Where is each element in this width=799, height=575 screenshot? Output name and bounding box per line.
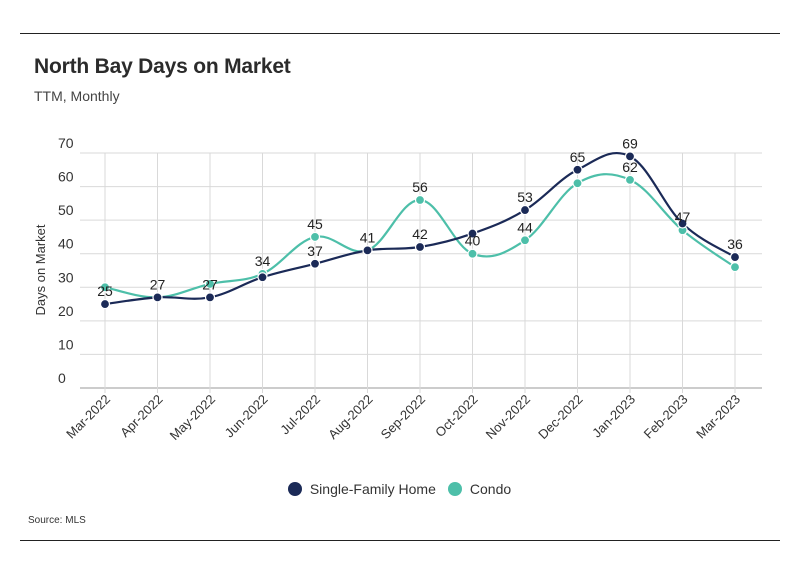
y-tick-label: 70 bbox=[58, 135, 74, 151]
data-label: 47 bbox=[675, 209, 691, 225]
y-tick-label: 40 bbox=[58, 236, 74, 252]
data-point-single-family bbox=[309, 258, 321, 269]
data-label: 25 bbox=[97, 283, 113, 299]
y-tick-label: 10 bbox=[58, 336, 74, 352]
data-label: 65 bbox=[570, 149, 586, 165]
x-tick-label: Aug-2022 bbox=[325, 392, 375, 442]
x-tick-label: Sep-2022 bbox=[378, 392, 428, 442]
bottom-rule bbox=[20, 540, 780, 541]
legend-label-condo: Condo bbox=[469, 481, 512, 497]
data-point-single-family bbox=[572, 164, 583, 175]
y-tick-label: 30 bbox=[58, 269, 74, 285]
data-label: 27 bbox=[202, 276, 218, 292]
data-label: 44 bbox=[517, 219, 533, 235]
source-note: Source: MLS bbox=[28, 515, 86, 526]
data-label: 42 bbox=[412, 226, 428, 242]
data-point-condo bbox=[729, 262, 741, 273]
data-point-condo bbox=[467, 248, 478, 259]
y-tick-label: 0 bbox=[58, 370, 66, 386]
data-point-single-family bbox=[204, 292, 216, 303]
data-point-condo bbox=[414, 194, 426, 206]
legend-label-single-family: Single-Family Home bbox=[309, 481, 436, 497]
data-labels: 25 27 27 37 42 53 65 69 36 34 45 41 56 40 44 62 47 bbox=[97, 135, 743, 299]
y-tick-label: 50 bbox=[58, 202, 74, 218]
data-label: 62 bbox=[622, 159, 638, 175]
x-tick-label: May-2022 bbox=[167, 392, 218, 443]
data-label: 56 bbox=[412, 179, 428, 195]
x-tick-label: Jun-2022 bbox=[222, 392, 271, 441]
x-tick-label: Jan-2023 bbox=[589, 392, 638, 441]
chart-title: North Bay Days on Market bbox=[34, 55, 291, 78]
x-tick-label: Apr-2022 bbox=[117, 392, 165, 440]
data-point-single-family bbox=[99, 298, 111, 310]
data-label: 40 bbox=[465, 233, 481, 249]
x-tick-label: Oct-2022 bbox=[432, 392, 480, 440]
data-point-condo bbox=[99, 282, 111, 293]
x-tick-label: Feb-2023 bbox=[641, 392, 691, 442]
grid-lines bbox=[80, 152, 762, 393]
data-label: 69 bbox=[622, 135, 638, 151]
data-label: 37 bbox=[307, 243, 323, 259]
data-label: 45 bbox=[307, 216, 323, 232]
y-tick-labels: 0 10 20 30 40 50 60 70 bbox=[58, 135, 74, 386]
data-label: 41 bbox=[360, 229, 376, 245]
data-point-single-family bbox=[257, 272, 268, 283]
data-label: 53 bbox=[517, 189, 533, 205]
y-axis-label: Days on Market bbox=[33, 224, 48, 315]
data-label: 27 bbox=[150, 276, 166, 292]
x-tick-label: Nov-2022 bbox=[483, 392, 533, 442]
data-point-single-family bbox=[624, 151, 636, 162]
data-point-condo bbox=[572, 178, 583, 189]
legend-swatch-single-family bbox=[287, 482, 302, 496]
top-rule bbox=[20, 33, 780, 34]
data-point-single-family bbox=[519, 204, 531, 216]
data-point-single-family bbox=[152, 292, 163, 303]
data-point-condo bbox=[204, 278, 216, 290]
data-point-single-family bbox=[414, 241, 426, 253]
data-label: 34 bbox=[255, 253, 271, 269]
x-tick-label: Jul-2022 bbox=[277, 392, 323, 438]
data-point-single-family bbox=[362, 245, 373, 256]
x-tick-labels: Mar-2022 Apr-2022 May-2022 Jun-2022 Jul-2022… bbox=[63, 392, 743, 443]
data-point-condo bbox=[624, 174, 636, 185]
legend-item-condo: Condo bbox=[447, 481, 512, 497]
data-point-condo bbox=[519, 235, 531, 246]
chart-subtitle: TTM, Monthly bbox=[34, 88, 120, 104]
x-tick-label: Mar-2022 bbox=[63, 392, 113, 442]
legend-swatch-condo bbox=[447, 482, 462, 496]
x-tick-label: Dec-2022 bbox=[535, 392, 585, 442]
data-point-condo bbox=[309, 231, 321, 243]
x-tick-label: Mar-2023 bbox=[693, 392, 743, 442]
data-point-single-family bbox=[677, 218, 688, 229]
legend: Single-Family Home Condo bbox=[0, 481, 799, 497]
legend-item-single-family: Single-Family Home bbox=[287, 481, 436, 497]
data-label: 36 bbox=[727, 236, 743, 252]
y-tick-label: 20 bbox=[58, 303, 74, 319]
series-points bbox=[99, 151, 741, 310]
y-tick-label: 60 bbox=[58, 169, 74, 185]
data-point-single-family bbox=[467, 228, 478, 239]
data-point-single-family bbox=[729, 251, 741, 263]
